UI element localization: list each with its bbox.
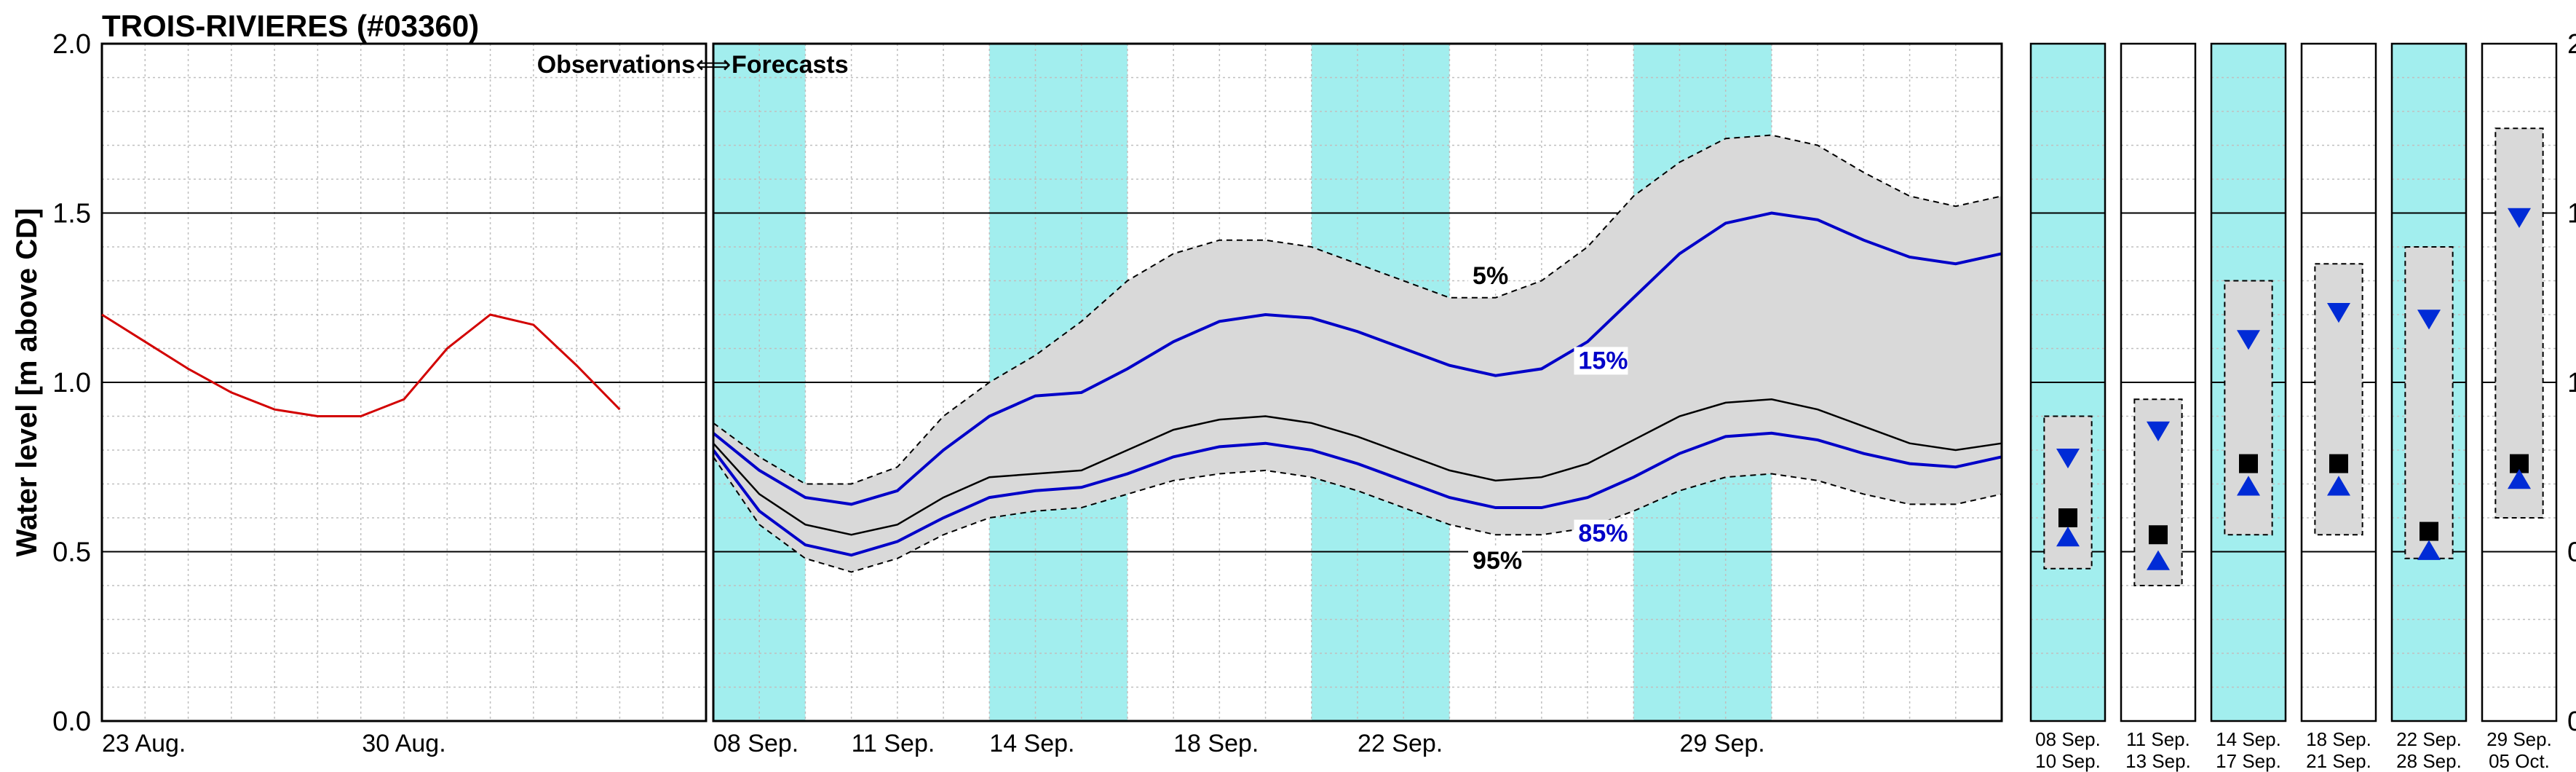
small-panel-date-top: 08 Sep. [2035, 728, 2101, 750]
square-marker-icon [2329, 454, 2348, 473]
chart-title: TROIS-RIVIERES (#03360) [102, 9, 479, 43]
x-tick-label: 23 Aug. [102, 730, 186, 757]
small-panel-box [2405, 247, 2452, 559]
y-tick-label-right: 1.5 [2567, 199, 2576, 229]
divider-label-forecasts: Forecasts [732, 51, 849, 79]
forecast-line-label: 5% [1473, 262, 1508, 290]
small-panel-date-bottom: 05 Oct. [2489, 750, 2550, 772]
x-tick-label: 22 Sep. [1358, 730, 1443, 757]
forecast-line-label: 15% [1578, 347, 1628, 374]
chart-svg: TROIS-RIVIERES (#03360) Water level [m ab… [0, 0, 2576, 772]
x-tick-label: 30 Aug. [362, 730, 445, 757]
small-panel-date-top: 29 Sep. [2486, 728, 2552, 750]
small-panel-box [2224, 281, 2272, 535]
y-tick-label: 1.0 [52, 368, 91, 398]
y-tick-label-right: 2.0 [2567, 29, 2576, 60]
y-axis-label: Water level [m above CD] [11, 208, 43, 557]
small-panel-date-top: 18 Sep. [2306, 728, 2371, 750]
small-panel-date-bottom: 17 Sep. [2216, 750, 2281, 772]
small-panel-date-top: 14 Sep. [2216, 728, 2281, 750]
square-marker-icon [2239, 454, 2258, 473]
y-tick-label: 1.5 [52, 199, 91, 229]
square-marker-icon [2420, 522, 2438, 541]
small-panel-date-bottom: 10 Sep. [2035, 750, 2101, 772]
x-tick-label: 08 Sep. [713, 730, 798, 757]
square-marker-icon [2058, 508, 2077, 527]
y-tick-label-right: 0.5 [2567, 537, 2576, 568]
y-tick-label-right: 1.0 [2567, 368, 2576, 398]
divider-arrow-icon: ⟺ [696, 51, 732, 79]
y-tick-label: 0.5 [52, 537, 91, 568]
divider-label-observations: Observations [537, 51, 695, 79]
small-panel-date-top: 11 Sep. [2126, 728, 2190, 750]
y-tick-label: 2.0 [52, 29, 91, 60]
chart-container: TROIS-RIVIERES (#03360) Water level [m ab… [0, 0, 2576, 772]
x-tick-label: 11 Sep. [852, 730, 935, 757]
small-panel-date-bottom: 21 Sep. [2306, 750, 2371, 772]
square-marker-icon [2149, 525, 2168, 544]
x-tick-label: 18 Sep. [1173, 730, 1259, 757]
forecast-line-label: 95% [1473, 547, 1522, 575]
x-tick-label: 29 Sep. [1680, 730, 1765, 757]
y-tick-label-right: 0.0 [2567, 706, 2576, 737]
y-tick-label: 0.0 [52, 706, 91, 737]
small-panel-date-bottom: 28 Sep. [2396, 750, 2462, 772]
small-panel-date-bottom: 13 Sep. [2125, 750, 2191, 772]
forecast-line-label: 85% [1578, 520, 1628, 548]
small-panel-date-top: 22 Sep. [2396, 728, 2462, 750]
x-tick-label: 14 Sep. [989, 730, 1074, 757]
